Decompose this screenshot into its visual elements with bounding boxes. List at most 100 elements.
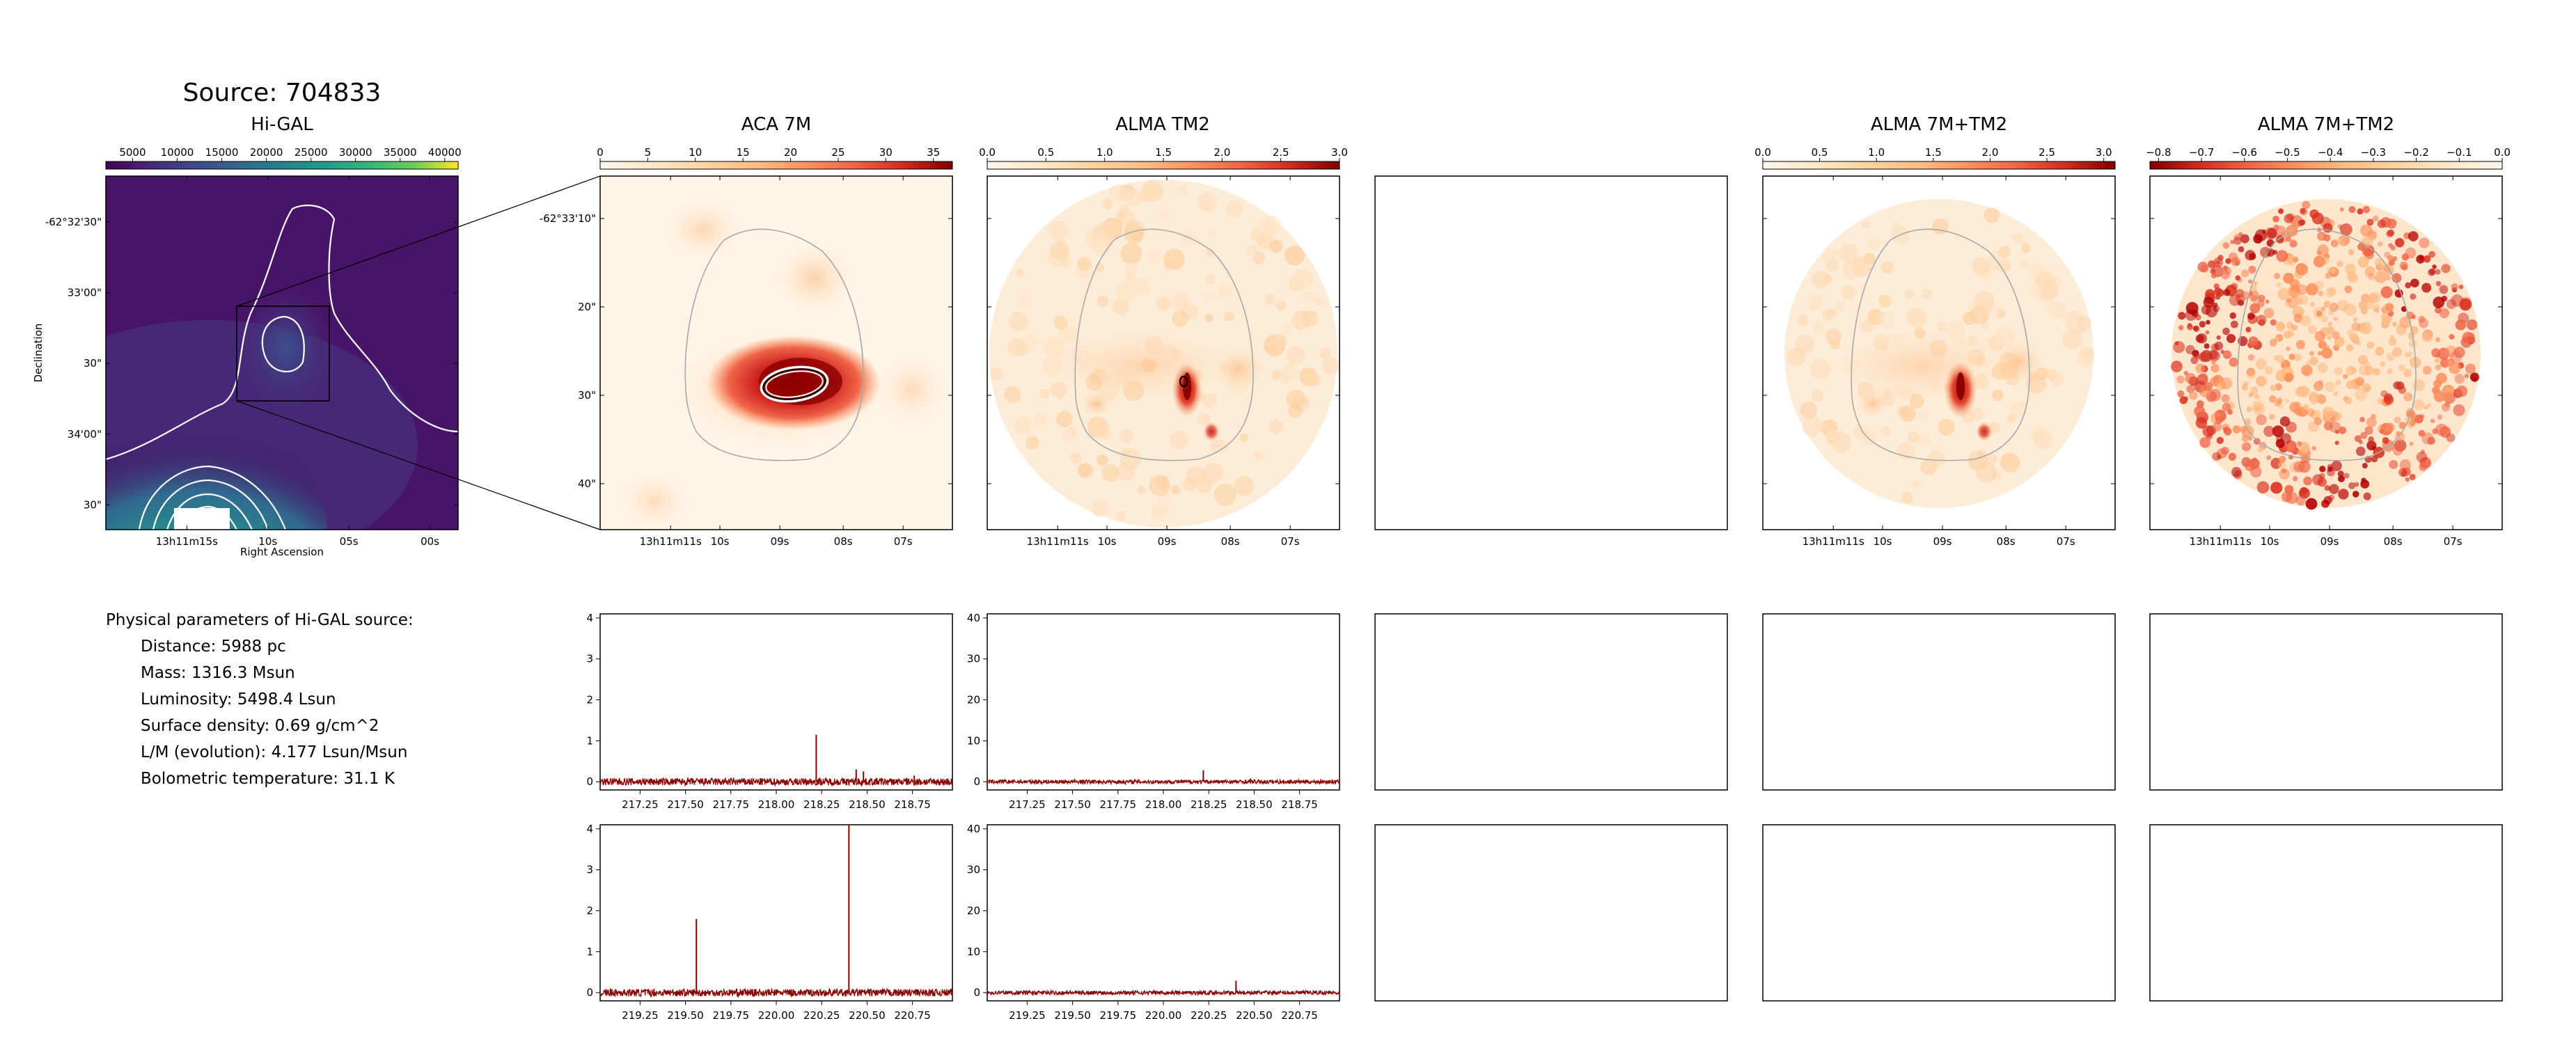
aca7m-colorbar <box>599 161 953 170</box>
colorbar-tick-label: 3.0 <box>1331 146 1348 159</box>
spectrum-line <box>987 778 1340 786</box>
empty-image-panel <box>1374 175 1728 530</box>
y-tick-label: 10 <box>967 945 980 958</box>
colorbar-tick-label: 15 <box>737 146 750 159</box>
spectrum-tm2-band1: 217.25 217.50 217.75 218.00 218.25 218.50 218.… <box>967 612 1340 811</box>
x-tick-label: 217.25 <box>622 798 659 811</box>
residual-axes: 13h11m11s 10s 09s 08s 07s <box>2150 176 2502 548</box>
colorbar-tick-label: 20000 <box>250 146 283 159</box>
y-tick-label: 3 <box>586 653 593 665</box>
y-tick-label: 30" <box>84 357 102 370</box>
x-tick-label: 218.25 <box>803 798 840 811</box>
x-tick-label: 10s <box>1098 535 1117 548</box>
x-tick-label: 09s <box>771 535 790 548</box>
spectrum-line <box>599 987 953 998</box>
y-tick-label: 20 <box>967 694 980 706</box>
colorbar-tick-label: 30 <box>879 146 893 159</box>
higal-panel: Hi-GAL 5000 10000 15000 20000 25000 30000 3500… <box>32 114 462 558</box>
x-tick-label: 05s <box>340 535 359 548</box>
x-tick-label: 217.75 <box>713 798 750 811</box>
colorbar-tick-label: −0.2 <box>2403 146 2428 159</box>
x-tick-label: 07s <box>894 535 913 548</box>
x-tick-label: 07s <box>2444 535 2463 548</box>
colorbar-tick-label: −0.5 <box>2275 146 2300 159</box>
x-tick-label: 218.75 <box>1281 798 1318 811</box>
tm2-image <box>989 180 1340 528</box>
y-tick-label: 40 <box>967 612 980 624</box>
y-tick-label: 2 <box>586 694 593 706</box>
colorbar-tick-label: 10000 <box>161 146 194 159</box>
colorbar-tick-label: −0.4 <box>2318 146 2343 159</box>
x-tick-label: 217.50 <box>667 798 704 811</box>
colorbar-tick-label: 30000 <box>339 146 372 159</box>
x-tick-label: 219.75 <box>1100 1009 1137 1022</box>
y-tick-label: 0 <box>586 775 593 788</box>
colorbar-tick-label: 25000 <box>294 146 328 159</box>
colorbar-tick-label: 2.0 <box>1982 146 1999 159</box>
x-tick-label: 217.50 <box>1054 798 1091 811</box>
higal-title: Hi-GAL <box>251 114 313 135</box>
y-tick-label: 10 <box>967 734 980 747</box>
param-surface-density: Surface density: 0.69 g/cm^2 <box>141 717 379 735</box>
zoom-line-bottom <box>236 400 601 530</box>
tm2-colorbar-ticks: 0.0 0.5 1.0 1.5 2.0 2.5 3.0 <box>979 146 1348 161</box>
colorbar-tick-label: 0.0 <box>979 146 996 159</box>
x-tick-label: 220.75 <box>1281 1009 1318 1022</box>
colorbar-tick-label: 0.5 <box>1037 146 1054 159</box>
aca7m-axes: 13h11m11s 10s 09s 08s 07s -62°33'10" 20" 30" 40" <box>540 176 952 548</box>
colorbar-tick-label: 3.0 <box>2096 146 2112 159</box>
x-tick-label: 217.75 <box>1100 798 1137 811</box>
colorbar-tick-label: 1.0 <box>1868 146 1885 159</box>
y-tick-label: 30 <box>967 653 980 665</box>
x-tick-label: 218.50 <box>1236 798 1273 811</box>
x-tick-label: 13h11m15s <box>156 535 218 548</box>
empty-spectrum-panel <box>1374 613 1728 791</box>
x-tick-label: 220.50 <box>1236 1009 1273 1022</box>
x-tick-label: 10s <box>711 535 730 548</box>
colorbar-tick-label: 2.5 <box>2039 146 2055 159</box>
x-tick-label: 13h11m11s <box>1803 535 1864 548</box>
x-tick-label: 220.00 <box>1145 1009 1182 1022</box>
x-tick-label: 220.75 <box>894 1009 931 1022</box>
y-tick-label: 0 <box>973 986 980 999</box>
colorbar-tick-label: 0.0 <box>1754 146 1771 159</box>
y-tick-label: 4 <box>586 612 593 624</box>
source-title: Source: 704833 <box>183 79 382 107</box>
x-tick-label: 10s <box>2261 535 2279 548</box>
x-tick-label: 09s <box>2320 535 2339 548</box>
empty-spectrum-panel <box>1374 824 1728 1002</box>
x-tick-label: 220.00 <box>758 1009 795 1022</box>
spectrum-frame <box>987 824 1340 1002</box>
colorbar-tick-label: 5 <box>645 146 652 159</box>
x-tick-label: 219.50 <box>667 1009 704 1022</box>
x-tick-label: 219.50 <box>1054 1009 1091 1022</box>
colorbar-tick-label: 20 <box>784 146 797 159</box>
x-tick-label: 218.50 <box>849 798 886 811</box>
params-header: Physical parameters of Hi-GAL source: <box>106 611 414 629</box>
colorbar-tick-label: 0.0 <box>2494 146 2511 159</box>
colorbar-tick-label: 35000 <box>384 146 417 159</box>
colorbar-tick-label: −0.6 <box>2232 146 2257 159</box>
y-tick-label: 0 <box>973 775 980 788</box>
x-tick-label: 08s <box>834 535 853 548</box>
x-tick-label: 217.25 <box>1009 798 1046 811</box>
spectrum-line <box>599 776 953 787</box>
x-tick-label: 07s <box>1281 535 1300 548</box>
combined-title: ALMA 7M+TM2 <box>1871 114 2007 135</box>
y-tick-label: 40 <box>967 823 980 835</box>
x-tick-label: 219.25 <box>1009 1009 1046 1022</box>
zoom-line-top <box>236 175 601 307</box>
param-luminosity: Luminosity: 5498.4 Lsun <box>141 690 336 709</box>
colorbar-tick-label: 2.0 <box>1214 146 1230 159</box>
tm2-title: ALMA TM2 <box>1115 114 1210 135</box>
empty-spectrum-panel <box>2149 824 2503 1002</box>
y-tick-label: 4 <box>586 823 593 835</box>
x-tick-label: 220.25 <box>1191 1009 1227 1022</box>
empty-spectrum-panel <box>1762 613 2116 791</box>
x-tick-label: 09s <box>1933 535 1952 548</box>
param-lm-ratio: L/M (evolution): 4.177 Lsun/Msun <box>141 743 407 761</box>
colorbar-tick-label: 10 <box>689 146 702 159</box>
empty-spectrum-panel <box>2149 613 2503 791</box>
x-tick-label: 218.00 <box>758 798 795 811</box>
y-tick-label: 40" <box>578 477 596 490</box>
